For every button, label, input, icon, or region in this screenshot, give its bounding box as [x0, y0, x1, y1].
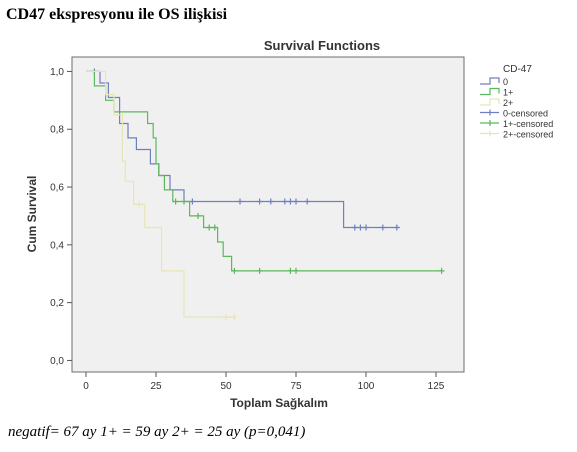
legend-label: 0 — [503, 77, 508, 87]
x-tick-label: 0 — [83, 381, 89, 392]
series-line-0 — [86, 70, 400, 229]
page-heading: CD47 ekspresyonu ile OS ilişkisi — [6, 6, 228, 23]
y-axis-label: Cum Survival — [25, 176, 39, 253]
y-tick-label: 0,0 — [50, 356, 64, 367]
legend-swatch — [480, 77, 500, 85]
legend: CD-47 01+2+0-censored1+-censored2+-censo… — [480, 64, 553, 140]
legend-label: 1+-censored — [503, 119, 553, 129]
footnote: negatif= 67 ay 1+ = 59 ay 2+ = 25 ay (p=… — [8, 424, 306, 440]
y-tick-label: 0,6 — [50, 183, 64, 194]
y-tick-label: 0,4 — [50, 240, 64, 251]
legend-label: 2+-censored — [503, 130, 553, 140]
x-tick-label: 25 — [150, 381, 162, 392]
x-tick-label: 100 — [358, 381, 375, 392]
series-line-1plus — [86, 70, 442, 272]
y-tick-label: 0,2 — [50, 298, 64, 309]
chart-title: Survival Functions — [264, 38, 380, 53]
x-tick-label: 75 — [290, 381, 302, 392]
legend-swatch — [480, 87, 500, 96]
x-tick-label: 50 — [220, 381, 232, 392]
series-group — [86, 68, 445, 321]
x-axis-label: Toplam Sağkalım — [230, 396, 328, 410]
legend-label: 1+ — [503, 88, 513, 98]
survival-chart: Survival Functions Cum Survival Toplam S… — [25, 38, 554, 410]
legend-title: CD-47 — [503, 64, 532, 75]
legend-swatch — [480, 98, 500, 106]
plot-area — [71, 56, 465, 373]
x-tick-label: 125 — [428, 381, 445, 392]
legend-label: 2+ — [503, 98, 513, 108]
axes: 0 25 50 75 100 125 0,0 0,2 0,4 0,6 0,8 1,0 — [50, 67, 445, 392]
legend-label: 0-censored — [503, 109, 548, 119]
y-tick-label: 0,8 — [50, 125, 64, 136]
series-line-2plus — [86, 70, 235, 318]
y-tick-label: 1,0 — [50, 67, 64, 78]
